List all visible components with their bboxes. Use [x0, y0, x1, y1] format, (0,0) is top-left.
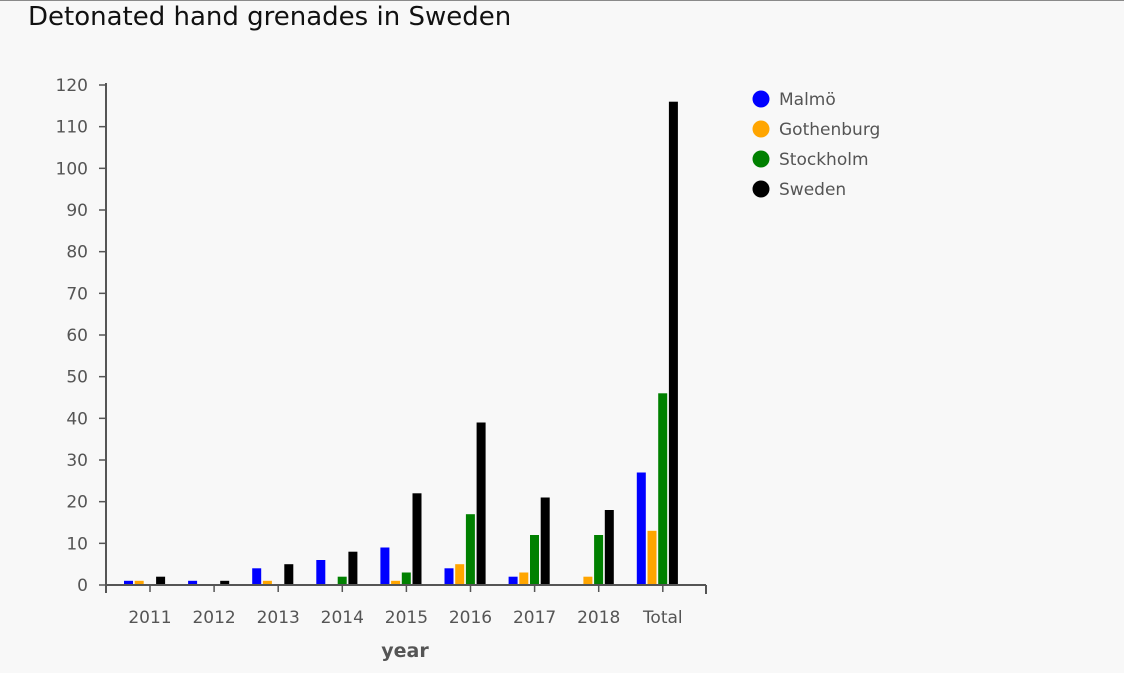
bar-gothenburg-2011	[134, 580, 144, 585]
top-rule	[0, 0, 1124, 1]
y-tick-label: 0	[77, 576, 88, 596]
bar-malm-2015	[380, 547, 390, 585]
legend-label: Stockholm	[779, 150, 869, 170]
y-tick-label: 50	[66, 368, 88, 388]
bar-sweden-2013	[284, 564, 294, 585]
x-tick-label: 2012	[192, 608, 235, 628]
x-tick-label: 2014	[321, 608, 364, 628]
x-tick-label: Total	[642, 608, 683, 628]
bar-malm-2016	[444, 568, 454, 585]
bar-stockholm-2018	[594, 535, 604, 585]
y-tick-label: 70	[66, 284, 88, 304]
bar-stockholm-2016	[465, 514, 475, 585]
y-tick-label: 110	[56, 118, 88, 138]
bar-sweden-2012	[220, 580, 230, 585]
bar-malm-2011	[124, 580, 133, 585]
x-tick-label: 2016	[449, 608, 492, 628]
bar-malm-2017	[508, 576, 518, 585]
y-tick-label: 90	[66, 201, 88, 221]
bar-sweden-2014	[348, 551, 358, 585]
bar-stockholm-2014	[337, 576, 347, 585]
legend-label: Malmö	[779, 90, 836, 110]
y-tick-label: 20	[66, 493, 88, 513]
bar-malm-2012	[188, 580, 198, 585]
bar-sweden-2016	[476, 422, 486, 585]
legend-label: Gothenburg	[779, 120, 880, 140]
bar-malm-2014	[316, 560, 326, 585]
bar-gothenburg-2015	[391, 580, 401, 585]
bar-gothenburg-2018	[583, 576, 593, 585]
bar-gothenburg-total	[647, 530, 657, 585]
legend-swatch-malm	[752, 90, 770, 108]
x-tick-label: 2013	[257, 608, 300, 628]
bar-stockholm-total	[658, 393, 668, 585]
y-tick-label: 40	[66, 409, 88, 429]
bar-gothenburg-2016	[455, 564, 465, 585]
bar-stockholm-2017	[530, 535, 539, 585]
bar-sweden-2017	[540, 497, 550, 585]
bar-sweden-2011	[156, 576, 166, 585]
x-tick-label: 2018	[577, 608, 620, 628]
bar-malm-total	[636, 472, 646, 585]
legend-label: Sweden	[779, 180, 846, 200]
y-tick-label: 60	[66, 326, 88, 346]
legend-swatch-gothenburg	[752, 120, 770, 138]
y-tick-label: 10	[66, 534, 88, 554]
bar-sweden-2018	[604, 510, 614, 585]
chart-title: Detonated hand grenades in Sweden	[28, 2, 512, 32]
bar-malm-2013	[252, 568, 262, 585]
legend-swatch-stockholm	[752, 150, 770, 168]
bar-stockholm-2015	[401, 572, 411, 585]
y-tick-label: 100	[56, 159, 88, 179]
x-axis-label: year	[381, 640, 429, 662]
x-tick-label: 2015	[385, 608, 428, 628]
y-tick-label: 30	[66, 451, 88, 471]
y-tick-label: 80	[66, 243, 88, 263]
legend-swatch-sweden	[752, 180, 770, 198]
y-tick-label: 120	[56, 76, 88, 96]
bar-sweden-total	[668, 101, 678, 585]
x-tick-label: 2017	[513, 608, 556, 628]
bar-sweden-2015	[412, 493, 422, 585]
bar-gothenburg-2017	[519, 572, 529, 585]
x-tick-label: 2011	[128, 608, 171, 628]
bar-gothenburg-2013	[262, 580, 272, 585]
